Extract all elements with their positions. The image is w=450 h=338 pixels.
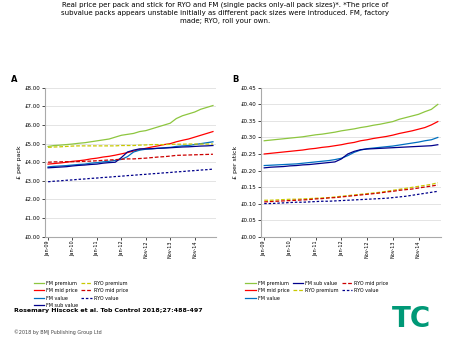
Text: TC: TC <box>392 305 431 333</box>
Text: ©2018 by BMJ Publishing Group Ltd: ©2018 by BMJ Publishing Group Ltd <box>14 330 101 335</box>
Text: Rosemary Hiscock et al. Tob Control 2018;27:488-497: Rosemary Hiscock et al. Tob Control 2018… <box>14 308 202 313</box>
Legend: FM premium, FM mid price, FM value, FM sub value, RYO premium, RYO mid price, RY: FM premium, FM mid price, FM value, FM s… <box>245 281 388 300</box>
Y-axis label: £ per pack: £ per pack <box>17 145 22 179</box>
Text: B: B <box>232 75 239 84</box>
Text: A: A <box>11 75 17 84</box>
Text: Real price per pack and stick for RYO and FM (single packs only-all pack sizes)*: Real price per pack and stick for RYO an… <box>61 2 389 24</box>
Y-axis label: £ per stick: £ per stick <box>233 146 238 179</box>
Legend: FM premium, FM mid price, FM value, FM sub value, RYO premium, RYO mid price, RY: FM premium, FM mid price, FM value, FM s… <box>34 281 128 308</box>
